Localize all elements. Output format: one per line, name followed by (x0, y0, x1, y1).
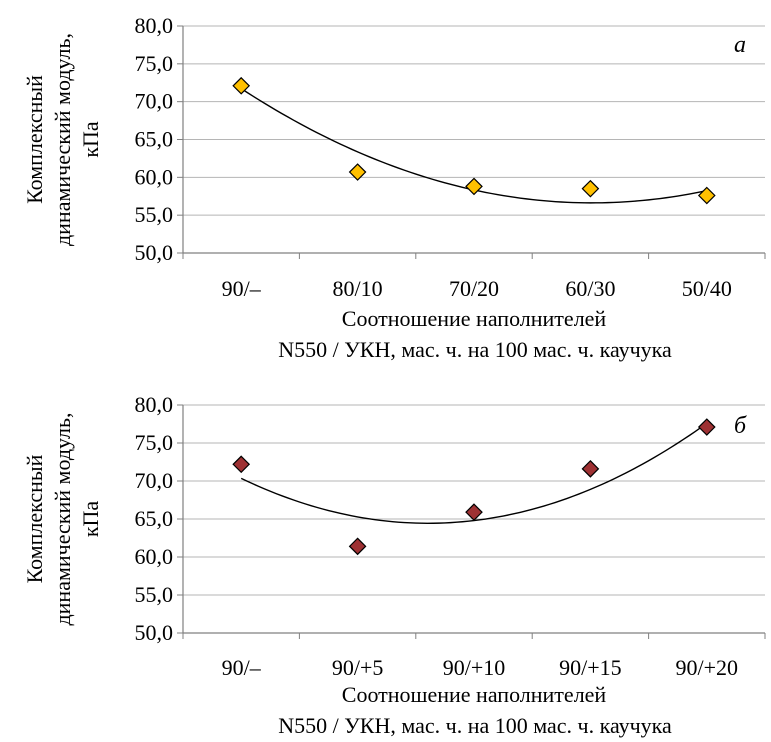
data-point (232, 76, 251, 95)
y-tick-label: 70,0 (135, 89, 174, 114)
x-tick-label: 90/+15 (559, 655, 622, 680)
x-axis-label: Соотношение наполнителей (342, 306, 607, 331)
y-tick-label: 55,0 (135, 202, 174, 227)
y-axis-label: кПа (78, 501, 103, 538)
y-tick-label: 75,0 (135, 430, 174, 455)
data-point (697, 186, 716, 205)
data-point (348, 537, 367, 556)
y-tick-label: 80,0 (135, 392, 174, 417)
x-tick-label: 90/+5 (332, 655, 384, 680)
data-point (232, 455, 251, 474)
x-axis-label-line2: N550 / УКН, мас. ч. на 100 мас. ч. каучу… (278, 337, 672, 362)
y-tick-label: 75,0 (135, 51, 174, 76)
y-tick-label: 65,0 (135, 506, 174, 531)
y-tick-label: 55,0 (135, 582, 174, 607)
panel-label: а (734, 32, 746, 58)
y-axis-label: динамический модуль, (50, 33, 75, 246)
chart-panel-2: 50,0 55,0 60,0 65,0 70,0 75,0 80,0 90/– 90/+5 90/… (22, 392, 766, 738)
x-axis-label-line2: N550 / УКН, мас. ч. на 100 мас. ч. каучу… (278, 713, 672, 738)
y-tick-label: 60,0 (135, 544, 174, 569)
y-tick-label: 50,0 (135, 620, 174, 645)
data-point (348, 163, 367, 181)
x-axis-label: Соотношение наполнителей (342, 682, 607, 707)
x-tick-label: 90/+10 (443, 655, 506, 680)
y-axis-label: Комплексный (22, 75, 47, 204)
x-tick-label: 90/+20 (676, 655, 739, 680)
data-point (581, 459, 600, 478)
y-axis-label: динамический модуль, (50, 412, 75, 625)
x-tick-label: 90/– (222, 276, 262, 301)
data-point (465, 177, 483, 196)
x-tick-label: 80/10 (333, 276, 383, 301)
panel-label: б (734, 413, 747, 439)
y-tick-label: 70,0 (135, 468, 174, 493)
x-tick-label: 90/– (222, 655, 262, 680)
data-point (697, 418, 716, 436)
y-tick-label: 60,0 (135, 164, 174, 189)
y-axis-label: кПа (78, 121, 103, 158)
y-tick-label: 50,0 (135, 240, 174, 265)
data-point (581, 179, 600, 198)
y-tick-label: 65,0 (135, 127, 174, 152)
chart-panel-1: 50,0 55,0 60,0 65,0 70,0 75,0 80,0 90/– 80/10 70/… (22, 13, 766, 362)
x-tick-label: 50/40 (682, 276, 732, 301)
y-tick-label: 80,0 (135, 13, 174, 38)
data-point (465, 503, 483, 522)
y-axis-label: Комплексный (22, 454, 47, 583)
x-tick-label: 70/20 (449, 276, 499, 301)
x-tick-label: 60/30 (565, 276, 615, 301)
